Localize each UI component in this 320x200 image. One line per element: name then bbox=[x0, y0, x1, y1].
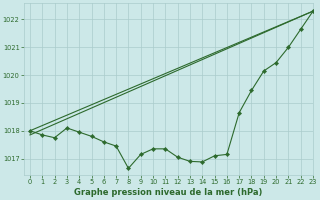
X-axis label: Graphe pression niveau de la mer (hPa): Graphe pression niveau de la mer (hPa) bbox=[74, 188, 263, 197]
